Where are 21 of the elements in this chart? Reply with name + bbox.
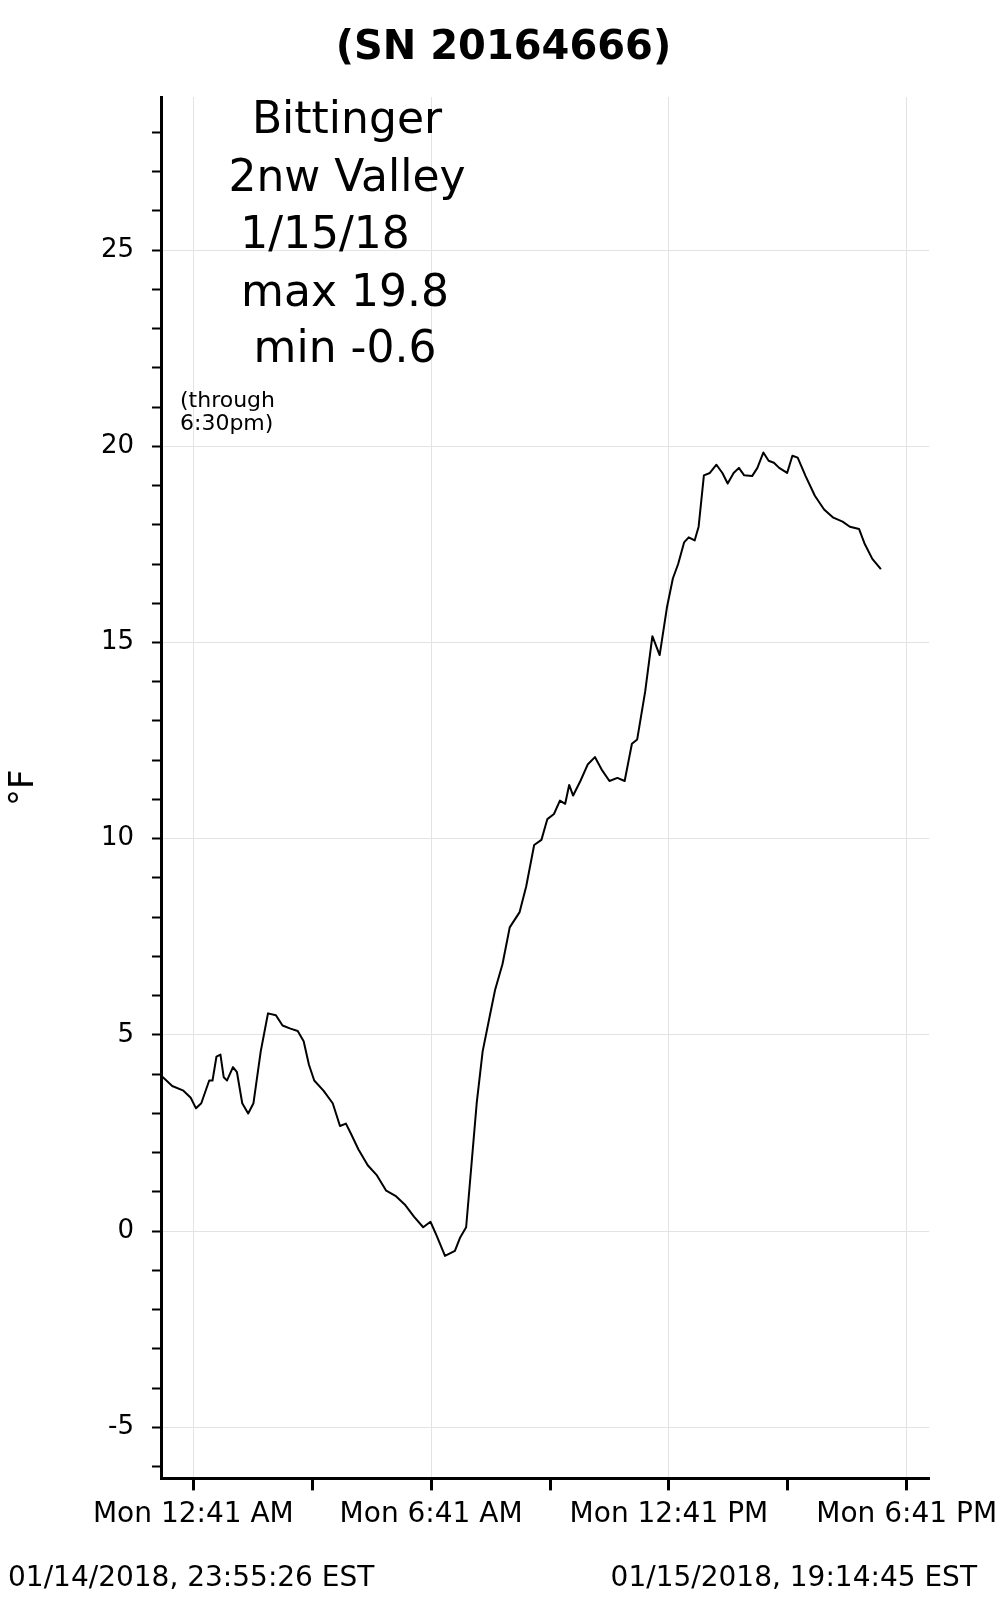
annotation: Bittinger: [251, 92, 443, 143]
annotation: 2nw Valley: [228, 150, 466, 201]
y-axis-title: °F: [1, 769, 42, 806]
x-tick-label: Mon 12:41 AM: [92, 1496, 294, 1530]
annotation: 1/15/18: [240, 207, 410, 258]
y-tick-label: 25: [100, 232, 134, 263]
y-tick-label: 15: [100, 625, 134, 656]
y-tick-label: 0: [117, 1213, 134, 1244]
x-tick-label: Mon 12:41 PM: [569, 1496, 769, 1530]
y-tick-label: 20: [100, 429, 134, 460]
annotation: (through 6:30pm): [180, 387, 277, 436]
text: 01/15/2018, 19:14:45 EST: [610, 1560, 977, 1594]
y-tick-label: -5: [108, 1410, 134, 1441]
x-tick-label: Mon 6:41 PM: [816, 1496, 998, 1530]
annotation: max 19.8: [241, 265, 449, 316]
text: 01/14/2018, 23:55:26 EST: [8, 1560, 375, 1594]
y-tick-label: 5: [117, 1017, 134, 1048]
y-tick-label: 10: [100, 821, 134, 852]
annotation: min -0.6: [253, 321, 437, 372]
x-tick-label: Mon 6:41 AM: [339, 1496, 523, 1530]
chart-title: (SN 20164666): [334, 22, 673, 68]
